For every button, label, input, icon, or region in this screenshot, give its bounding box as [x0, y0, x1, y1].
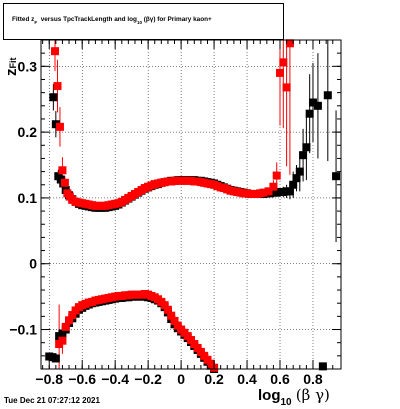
chart-title-box: Fitted zF versus TpcTrackLength and log1… — [3, 3, 284, 40]
x-tick-label: −0.2 — [134, 371, 162, 387]
x-axis-label-rest: (β γ) — [295, 386, 330, 404]
title-sub-a: F — [34, 20, 38, 25]
red-square-marker — [167, 311, 176, 320]
y-axis-label: zFit — [3, 58, 20, 77]
plot-frame — [40, 39, 342, 370]
red-square-marker — [61, 322, 70, 331]
black-square-marker — [302, 143, 311, 152]
black-square-marker — [305, 109, 314, 118]
x-tick-label: 0.6 — [270, 371, 290, 387]
black-square-marker — [323, 91, 332, 100]
black-square-marker — [285, 187, 294, 196]
title-part-a: Fitted z — [12, 16, 35, 23]
x-tick-label: 0.8 — [303, 371, 323, 387]
red-square-marker — [160, 301, 169, 310]
red-square-marker — [269, 182, 278, 191]
y-axis-label-main: z — [3, 68, 20, 77]
axis-ticks — [41, 39, 341, 370]
red-square-marker — [55, 122, 64, 131]
title-part-c: (βγ) for Primary kaon+ — [143, 16, 212, 23]
black-square-marker — [313, 101, 322, 110]
tick-labels: −0.8 −0.6 −0.4 −0.2 0 0.2 0.4 0.6 0.8 −0.1 0 0.1 0.2… — [9, 58, 323, 387]
red-square-marker — [264, 187, 273, 196]
title-part-b: versus TpcTrackLength and log — [40, 16, 137, 23]
black-square-marker — [308, 98, 317, 107]
x-tick-label: 0 — [177, 371, 185, 387]
y-tick-label: 0 — [29, 256, 37, 272]
x-tick-label: −0.4 — [101, 371, 129, 387]
red-square-marker — [65, 316, 74, 325]
y-tick-label: −0.1 — [9, 322, 37, 338]
chart-title: Fitted zF versus TpcTrackLength and log1… — [12, 16, 212, 25]
black-square-marker — [299, 151, 308, 160]
black-square-marker — [51, 354, 60, 363]
red-square-marker — [170, 316, 179, 325]
red-square-marker — [68, 311, 77, 320]
x-axis-label: log10 (β γ) — [258, 386, 330, 408]
black-square-marker — [292, 174, 301, 183]
y-axis-label-sub: Fit — [8, 57, 18, 69]
y-tick-label: 0.2 — [18, 124, 38, 140]
x-axis-label-sub: 10 — [280, 397, 292, 408]
black-square-marker — [332, 172, 341, 181]
black-square-marker — [295, 167, 304, 176]
x-tick-label: −0.8 — [35, 371, 63, 387]
timestamp: Tue Dec 21 07:27:12 2021 — [4, 396, 100, 405]
red-square-marker — [53, 82, 62, 91]
data-markers — [45, 39, 341, 373]
x-tick-label: 0.2 — [204, 371, 224, 387]
y-tick-label: 0.3 — [18, 58, 38, 74]
red-square-marker — [279, 58, 288, 67]
red-square-marker — [285, 39, 294, 48]
title-sub-b: 10 — [136, 20, 142, 25]
red-square-marker — [276, 68, 285, 77]
y-tick-label: 0.1 — [18, 190, 38, 206]
red-square-marker — [259, 188, 268, 197]
red-square-marker — [272, 171, 281, 180]
red-square-marker — [60, 178, 69, 187]
x-tick-label: −0.6 — [68, 371, 96, 387]
red-square-marker — [58, 166, 67, 175]
red-square-marker — [51, 47, 60, 56]
red-square-marker — [282, 83, 291, 92]
x-tick-label: 0.4 — [237, 371, 257, 387]
black-square-marker — [318, 362, 327, 371]
black-square-marker — [51, 120, 60, 129]
x-axis-label-main: log — [258, 387, 281, 404]
black-square-marker — [289, 180, 298, 189]
red-square-marker — [58, 336, 67, 345]
red-square-marker — [163, 305, 172, 314]
black-square-marker — [49, 93, 58, 102]
